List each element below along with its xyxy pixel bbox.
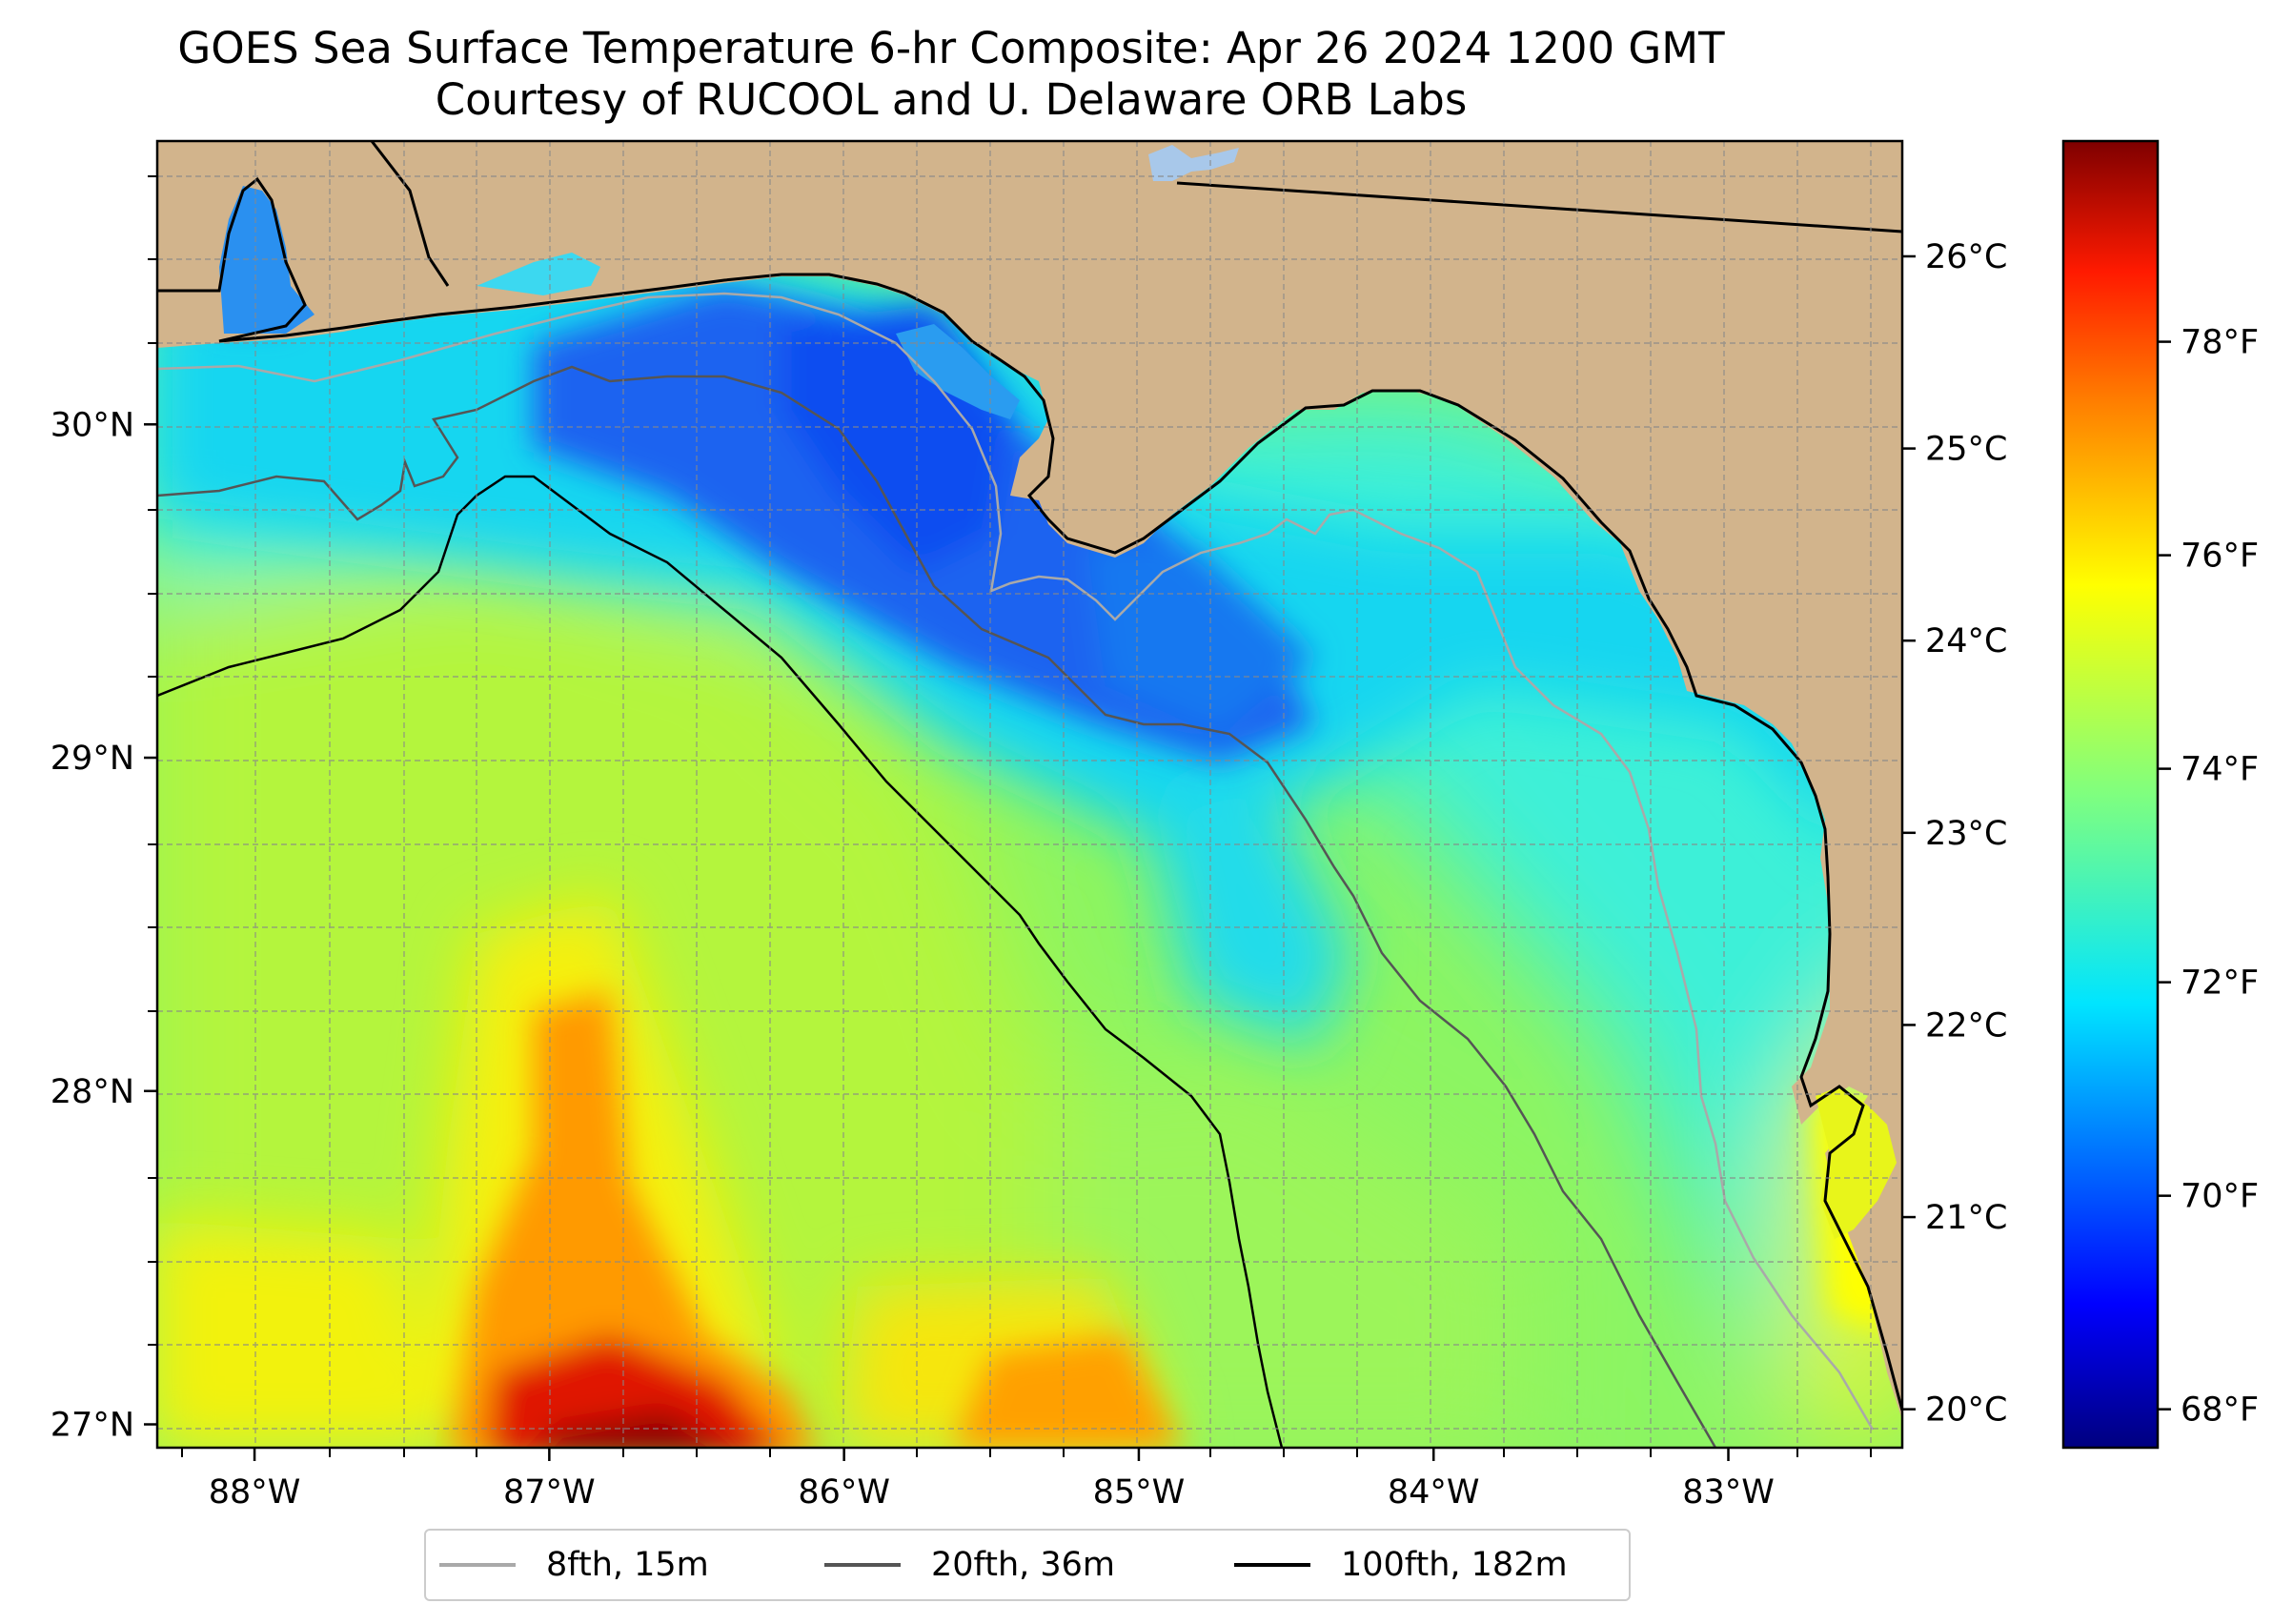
fahrenheit-tick-label: 70°F <box>2181 1178 2259 1216</box>
latitude-axis: 30°N 29°N 28°N 27°N <box>51 406 157 1445</box>
legend-item-36m: 20fth, 36m <box>824 1531 1115 1599</box>
celsius-tick-label: 25°C <box>1925 431 2007 469</box>
celsius-tick-label: 24°C <box>1925 622 2007 660</box>
legend-label: 100fth, 182m <box>1341 1546 1568 1584</box>
map-subtitle: Courtesy of RUCOOL and U. Delaware ORB L… <box>435 74 1468 125</box>
celsius-tick-label: 23°C <box>1925 815 2007 853</box>
lon-tick-label: 84°W <box>1388 1473 1480 1512</box>
legend-swatch <box>824 1563 901 1567</box>
lon-tick-label: 85°W <box>1093 1473 1186 1512</box>
fahrenheit-tick-label: 76°F <box>2181 538 2259 576</box>
plot-frame <box>155 139 1904 1450</box>
legend-item-182m: 100fth, 182m <box>1234 1531 1568 1599</box>
celsius-tick-label: 20°C <box>1925 1391 2007 1430</box>
fahrenheit-tick-label: 68°F <box>2181 1391 2259 1430</box>
colorbar <box>2061 139 2160 1450</box>
celsius-tick-label: 22°C <box>1925 1006 2007 1045</box>
land <box>157 141 1902 1420</box>
celsius-tick-label: 26°C <box>1925 238 2007 276</box>
contour-15m <box>157 292 1875 1431</box>
colorbar-fahrenheit-axis: 78°F 76°F 74°F 72°F 70°F 68°F <box>2158 324 2259 1430</box>
lat-tick-label: 29°N <box>51 740 134 778</box>
celsius-tick-label: 21°C <box>1925 1199 2007 1237</box>
lon-tick-label: 83°W <box>1682 1473 1775 1512</box>
plot-area <box>157 141 1902 1448</box>
contour-legend: 8fth, 15m 20fth, 36m 100fth, 182m <box>424 1529 1631 1601</box>
lon-tick-label: 88°W <box>209 1473 301 1512</box>
map-title: GOES Sea Surface Temperature 6-hr Compos… <box>177 23 1725 73</box>
lon-tick-label: 86°W <box>798 1473 890 1512</box>
contour-182m <box>157 475 1284 1448</box>
lat-tick-label: 28°N <box>51 1073 134 1111</box>
colorbar-celsius-axis: 26°C 25°C 24°C 23°C 22°C 21°C 20°C <box>1902 238 2007 1430</box>
legend-swatch <box>1234 1563 1310 1567</box>
fahrenheit-tick-label: 74°F <box>2181 751 2259 789</box>
fahrenheit-tick-label: 78°F <box>2181 324 2259 362</box>
axis-ticks <box>148 175 1872 1457</box>
lat-tick-label: 30°N <box>51 406 134 444</box>
lon-tick-label: 87°W <box>503 1473 596 1512</box>
legend-swatch <box>439 1563 516 1567</box>
legend-item-15m: 8fth, 15m <box>439 1531 709 1599</box>
lat-tick-label: 27°N <box>51 1407 134 1445</box>
coastline <box>157 176 1902 1411</box>
state-boundary <box>370 141 1902 287</box>
fahrenheit-tick-label: 72°F <box>2181 964 2259 1003</box>
gridlines <box>157 141 1902 1448</box>
legend-label: 8fth, 15m <box>546 1546 709 1584</box>
contour-36m <box>157 365 1717 1448</box>
longitude-axis: 88°W 87°W 86°W 85°W 84°W 83°W <box>209 1448 1775 1512</box>
legend-label: 20fth, 36m <box>931 1546 1116 1584</box>
